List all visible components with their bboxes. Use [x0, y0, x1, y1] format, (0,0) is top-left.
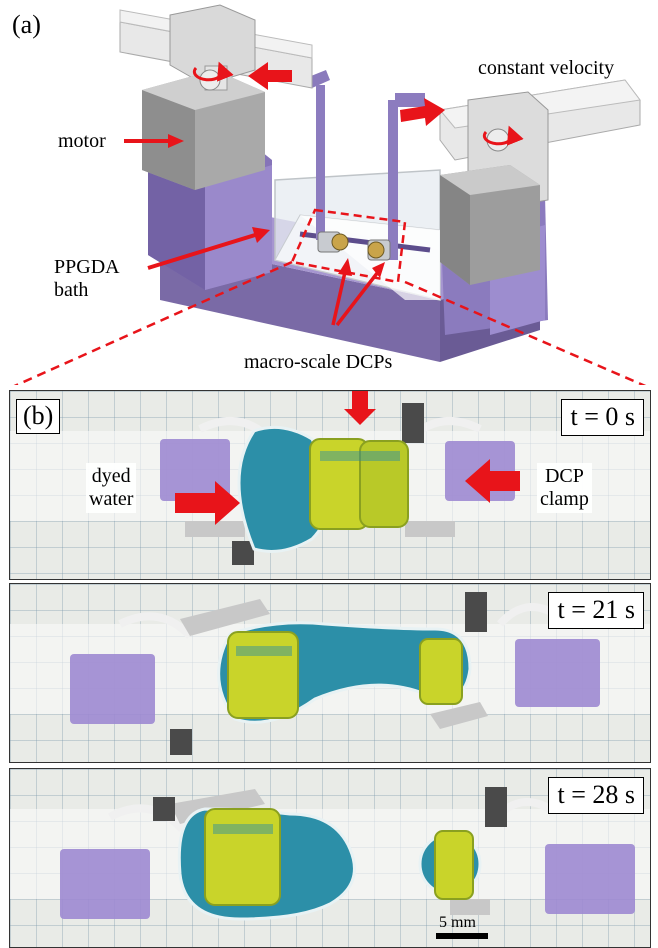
- bath-label-line1: PPGDA: [54, 256, 120, 278]
- frame-t28: t = 28 s 5 mm: [9, 768, 651, 948]
- apparatus-illustration: [13, 4, 647, 385]
- dcps-label: macro-scale DCPs: [244, 351, 393, 373]
- frame-t21: t = 21 s: [9, 583, 651, 763]
- projection-line-left: [13, 260, 293, 385]
- left-motor: [142, 4, 265, 190]
- dcp-fixtures: [317, 231, 391, 261]
- motor-pointer-arrow: [168, 134, 184, 148]
- frame-t0: (b) t = 0 s dyed water DCP clamp: [9, 390, 651, 580]
- panel-a-letter: (a): [12, 10, 41, 39]
- clamp-label-line1: DCP: [544, 465, 584, 487]
- dyed-label-line2: water: [89, 488, 134, 510]
- frame-t21-photo: [10, 592, 650, 755]
- clamp-label-line2: clamp: [540, 488, 589, 510]
- dcp-highlight-box: [290, 208, 407, 284]
- right-motor: [440, 91, 549, 285]
- bath-label-line2: bath: [54, 279, 89, 301]
- dcp-clamp-label: DCP clamp: [537, 463, 592, 513]
- dyed-label-line1: dyed: [91, 465, 131, 487]
- clamp-arrow: [465, 459, 520, 503]
- bath-pointer-arrow: [252, 227, 270, 243]
- right-rotation-arrow: [482, 125, 524, 146]
- top-arrow-b: [344, 391, 376, 425]
- right-arm: [388, 93, 425, 260]
- frame-t28-photo: [10, 787, 650, 939]
- time-label-t0: t = 0 s: [561, 399, 644, 436]
- time-label-t21: t = 21 s: [548, 592, 644, 629]
- scale-bar: [436, 933, 488, 939]
- scale-bar-label: 5 mm: [439, 914, 476, 931]
- left-rotation-arrow: [192, 61, 234, 82]
- panel-b-letter: (b): [16, 399, 61, 434]
- red-arrows-panel-a: [124, 62, 445, 327]
- dyed-water-arrow: [175, 481, 240, 525]
- motor-label: motor: [58, 130, 106, 152]
- right-linear-arrow: [400, 98, 445, 126]
- constant-velocity-label: constant velocity: [478, 57, 615, 79]
- left-linear-arrow: [248, 62, 292, 90]
- time-label-t28: t = 28 s: [548, 777, 644, 814]
- dyed-water-label: dyed water: [86, 463, 137, 513]
